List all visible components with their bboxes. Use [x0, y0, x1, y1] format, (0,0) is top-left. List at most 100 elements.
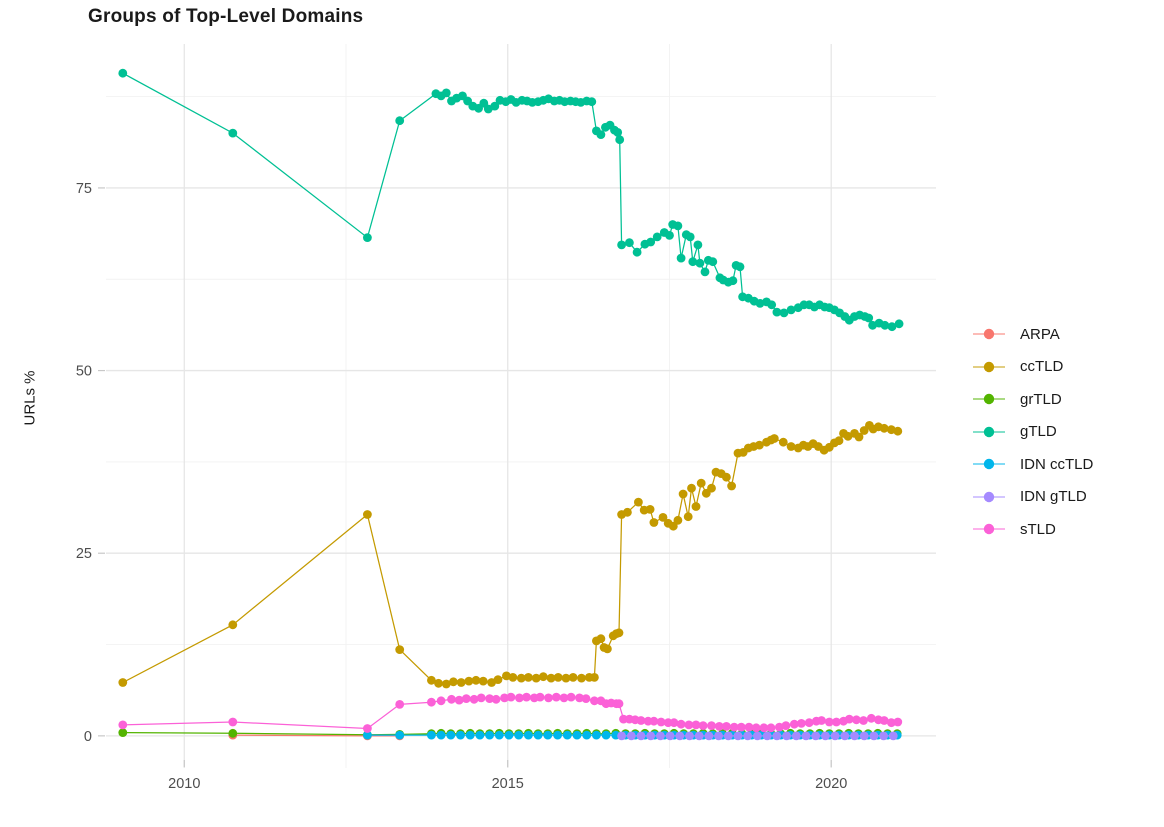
data-point	[118, 728, 128, 737]
data-point	[893, 426, 903, 436]
data-point	[395, 700, 405, 709]
data-point	[553, 730, 562, 740]
data-point	[744, 722, 754, 732]
legend-item-arpa: ARPA	[972, 318, 1093, 351]
legend-label: grTLD	[1020, 390, 1062, 408]
data-point	[789, 719, 799, 729]
series-stld	[118, 692, 903, 733]
data-point	[704, 731, 714, 741]
data-point	[894, 319, 904, 329]
data-point	[779, 308, 789, 318]
data-point	[478, 676, 488, 686]
axis-ticks	[98, 187, 832, 767]
data-point	[840, 731, 850, 741]
data-point	[553, 673, 563, 682]
data-point	[568, 673, 578, 682]
data-point	[535, 692, 545, 702]
data-point	[228, 728, 238, 738]
legend-item-stld: sTLD	[972, 513, 1093, 546]
data-point	[577, 673, 586, 683]
data-point	[722, 722, 731, 731]
data-point	[581, 694, 591, 703]
data-point	[824, 717, 834, 727]
data-point	[228, 128, 238, 138]
data-point	[685, 232, 695, 242]
data-point	[676, 719, 686, 729]
data-point	[683, 512, 693, 522]
data-point	[729, 722, 739, 732]
data-point	[832, 717, 841, 727]
data-point	[665, 731, 675, 741]
y-tick-label: 75	[76, 181, 92, 197]
legend-item-grtld: grTLD	[972, 383, 1093, 416]
data-point	[772, 307, 782, 317]
data-point	[434, 678, 443, 688]
data-point	[363, 724, 372, 733]
data-point	[723, 731, 733, 741]
data-point	[811, 731, 821, 741]
y-axis-tick-labels: 0 25 50 75	[76, 181, 92, 745]
data-point	[395, 116, 405, 126]
data-point	[782, 731, 791, 741]
data-point	[786, 305, 796, 315]
data-point	[676, 253, 686, 263]
data-point	[118, 68, 128, 78]
data-point	[797, 719, 806, 728]
data-point	[880, 320, 890, 330]
data-point	[506, 692, 516, 702]
series-gtld	[118, 68, 904, 332]
data-point	[500, 693, 509, 703]
data-point	[118, 678, 128, 687]
data-point	[694, 731, 704, 741]
data-point	[613, 127, 623, 137]
y-tick-label: 0	[84, 729, 92, 745]
data-point	[524, 730, 533, 740]
legend-label: ccTLD	[1020, 358, 1064, 376]
data-point	[700, 267, 710, 277]
y-tick-label: 50	[76, 364, 92, 380]
data-point	[649, 716, 659, 726]
data-point	[476, 693, 486, 703]
data-point	[601, 730, 611, 740]
data-point	[632, 247, 642, 257]
data-point	[461, 694, 471, 703]
data-point	[395, 645, 405, 654]
data-point	[801, 731, 811, 741]
data-point	[475, 730, 485, 740]
data-point	[491, 694, 501, 704]
data-point	[691, 720, 701, 730]
data-point	[879, 423, 889, 433]
data-point	[524, 673, 533, 682]
data-point	[516, 673, 526, 683]
data-point	[727, 481, 736, 491]
data-point	[656, 731, 665, 741]
data-point	[696, 478, 706, 488]
series-idn-gtld	[617, 731, 898, 741]
data-point	[688, 257, 698, 267]
series-cctld	[118, 421, 903, 689]
data-point	[693, 240, 703, 250]
data-point	[427, 697, 436, 707]
data-point	[228, 620, 238, 630]
data-point	[441, 88, 451, 98]
data-point	[879, 716, 889, 725]
x-tick-label: 2015	[492, 776, 524, 792]
data-point	[614, 628, 624, 638]
data-point	[879, 731, 888, 741]
data-point	[634, 497, 643, 507]
legend-key-icon	[972, 359, 1006, 375]
data-point	[504, 730, 514, 740]
data-point	[691, 502, 701, 511]
data-point	[485, 694, 494, 703]
data-point	[854, 432, 864, 442]
data-point	[684, 720, 694, 730]
data-point	[669, 718, 679, 728]
data-point	[469, 694, 479, 704]
data-point	[427, 730, 436, 740]
legend-key-icon	[972, 391, 1006, 407]
data-point	[893, 717, 903, 727]
data-point	[668, 521, 678, 531]
data-point	[656, 717, 666, 727]
